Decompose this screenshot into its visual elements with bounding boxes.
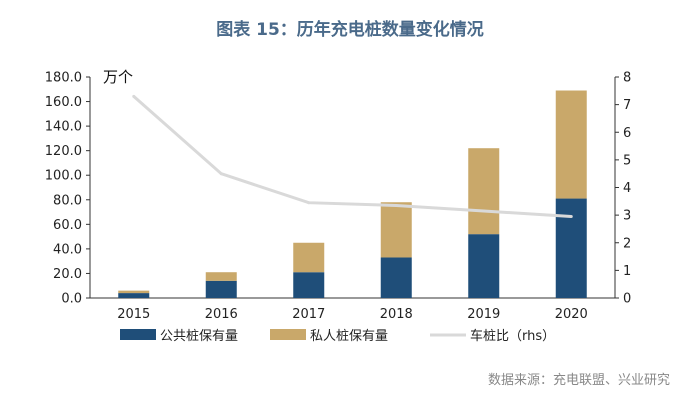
right-tick-label: 0 [623,292,631,307]
bar-private-2017 [293,242,325,273]
bar-public-2020 [555,198,587,298]
bar-private-2020 [555,90,587,199]
right-tick-label: 3 [623,209,631,224]
line-point-2016 [219,172,223,176]
line-point-2015 [132,94,136,98]
right-tick-label: 5 [623,153,631,168]
right-tick-label: 7 [623,98,631,113]
x-tick-label: 2017 [292,307,325,322]
bar-private-2015 [118,290,150,294]
bar-public-2018 [380,257,412,298]
bar-public-2017 [293,272,325,298]
bars-layer [118,90,587,298]
right-tick-label: 4 [623,181,631,196]
chart-title: 图表 15：历年充电桩数量变化情况 [216,19,484,40]
source-note: 数据来源：充电联盟、兴业研究 [488,372,670,388]
x-tick-label: 2015 [117,307,150,322]
line-point-2020 [569,215,573,219]
left-tick-label: 0.0 [61,292,82,307]
bar-private-2019 [468,148,500,235]
right-tick-label: 2 [623,236,631,251]
legend-label-2: 车桩比（rhs） [470,328,555,344]
legend: 公共桩保有量 私人桩保有量 车桩比（rhs） [120,328,555,344]
axes-layer: 0.0 20.0 40.0 60.0 80.0 100.0 120.0 140.0 160.0 1… [45,71,632,323]
left-tick-label: 100.0 [45,169,82,184]
left-tick-label: 60.0 [53,218,82,233]
line-layer [132,94,573,219]
left-tick-label: 120.0 [45,144,82,159]
bar-private-2016 [205,272,237,281]
right-tick-label: 8 [623,71,631,86]
legend-label-0: 公共桩保有量 [160,329,238,344]
right-tick-label: 1 [623,264,631,279]
bar-public-2019 [468,234,500,298]
left-tick-label: 80.0 [53,193,82,208]
legend-swatch-0 [120,329,156,340]
line-point-2019 [482,209,486,213]
x-tick-label: 2020 [555,307,588,322]
x-tick-label: 2018 [380,307,413,322]
x-tick-label: 2016 [205,307,238,322]
right-tick-label: 6 [623,126,631,141]
bar-public-2016 [205,280,237,298]
x-tick-label: 2019 [467,307,500,322]
left-tick-label: 160.0 [45,95,82,110]
line-ratio [132,95,572,219]
legend-label-1: 私人桩保有量 [310,329,388,344]
left-tick-label: 140.0 [45,120,82,135]
left-tick-label: 40.0 [53,242,82,257]
bar-private-2018 [380,202,412,258]
legend-swatch-1 [270,329,306,340]
line-point-2017 [307,201,311,205]
left-tick-label: 180.0 [45,71,82,86]
bar-public-2015 [118,293,150,298]
left-tick-label: 20.0 [53,267,82,282]
line-point-2018 [394,203,398,207]
unit-label: 万个 [103,68,133,86]
